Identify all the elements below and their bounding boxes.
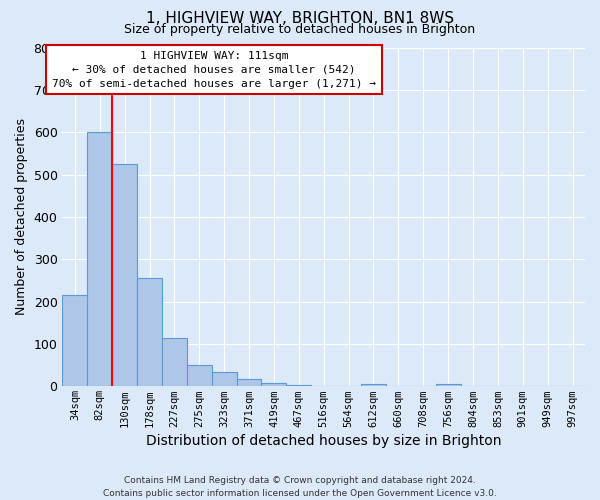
Bar <box>436 384 461 386</box>
Bar <box>137 278 162 386</box>
Bar <box>88 132 112 386</box>
Text: Contains HM Land Registry data © Crown copyright and database right 2024.
Contai: Contains HM Land Registry data © Crown c… <box>103 476 497 498</box>
Bar <box>62 295 88 386</box>
Y-axis label: Number of detached properties: Number of detached properties <box>15 118 28 316</box>
Bar <box>361 384 386 386</box>
Text: 1, HIGHVIEW WAY, BRIGHTON, BN1 8WS: 1, HIGHVIEW WAY, BRIGHTON, BN1 8WS <box>146 11 454 26</box>
Text: 1 HIGHVIEW WAY: 111sqm
← 30% of detached houses are smaller (542)
70% of semi-de: 1 HIGHVIEW WAY: 111sqm ← 30% of detached… <box>52 51 376 89</box>
Bar <box>162 338 187 386</box>
Bar <box>112 164 137 386</box>
X-axis label: Distribution of detached houses by size in Brighton: Distribution of detached houses by size … <box>146 434 502 448</box>
Bar <box>212 372 236 386</box>
Bar <box>236 378 262 386</box>
Text: Size of property relative to detached houses in Brighton: Size of property relative to detached ho… <box>124 22 476 36</box>
Bar <box>187 365 212 386</box>
Bar <box>262 383 286 386</box>
